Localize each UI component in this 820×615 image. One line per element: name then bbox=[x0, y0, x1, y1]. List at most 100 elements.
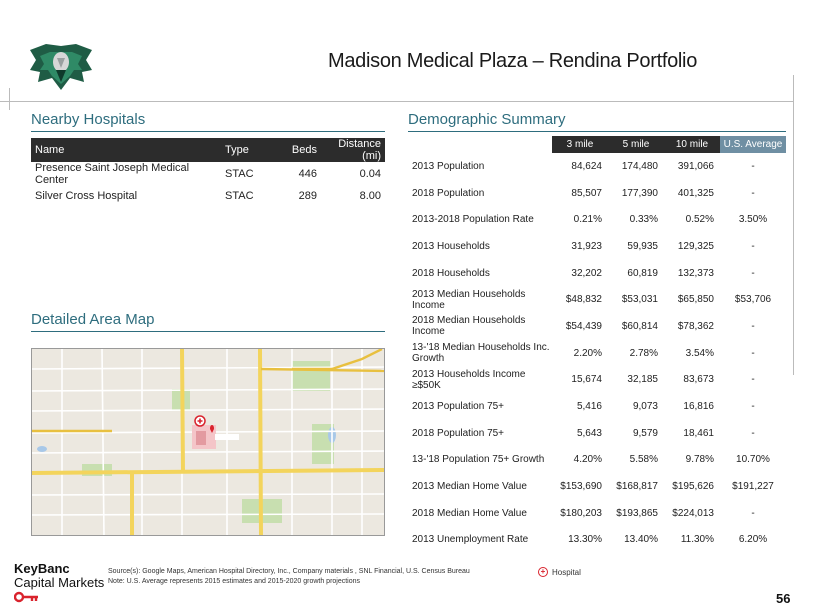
table-cell: 9.78% bbox=[685, 454, 714, 466]
table-row: 2013 Population 84,624 174,480 391,066 - bbox=[408, 153, 786, 180]
row-label: 2018 Median Households Income bbox=[412, 315, 526, 338]
table-cell: 129,325 bbox=[677, 240, 714, 252]
table-cell: $193,865 bbox=[616, 507, 658, 519]
row-label: 2013 Median Households Income bbox=[412, 288, 526, 311]
row-label: 2013 Unemployment Rate bbox=[412, 534, 529, 546]
property-pin-icon[interactable] bbox=[210, 425, 214, 433]
row-label: 13-'18 Population 75+ Growth bbox=[412, 454, 545, 466]
table-cell: 32,202 bbox=[571, 267, 602, 279]
table-cell: $78,362 bbox=[677, 320, 714, 332]
hospital-cross-icon bbox=[197, 418, 203, 424]
table-cell: 16,816 bbox=[683, 401, 714, 413]
table-cell: 3.50% bbox=[738, 214, 768, 226]
table-cell: 0.52% bbox=[685, 214, 714, 226]
column-header bbox=[408, 136, 552, 153]
column-header: Name bbox=[31, 138, 221, 162]
table-row: 2013 Households 31,923 59,935 129,325 - bbox=[408, 233, 786, 260]
table-cell: 5,416 bbox=[576, 401, 602, 413]
table-cell: - bbox=[751, 267, 755, 279]
table-cell: 83,673 bbox=[683, 374, 714, 386]
table-cell: 391,066 bbox=[677, 160, 714, 172]
table-cell: $191,227 bbox=[732, 481, 774, 493]
area-map[interactable] bbox=[31, 348, 385, 536]
column-header: 10 mile bbox=[664, 136, 720, 153]
source-note: Source(s): Google Maps, American Hospita… bbox=[108, 567, 470, 587]
table-cell: $168,817 bbox=[616, 481, 658, 493]
demographic-summary-underline bbox=[408, 131, 786, 132]
table-row: 2013-2018 Population Rate 0.21% 0.33% 0.52%… bbox=[408, 206, 786, 233]
page-title: Madison Medical Plaza – Rendina Portfoli… bbox=[328, 50, 698, 72]
column-header: 5 mile bbox=[608, 136, 664, 153]
row-label: 2018 Population 75+ bbox=[412, 427, 505, 439]
eagle-crest-logo bbox=[30, 44, 92, 90]
key-icon bbox=[14, 591, 38, 603]
map-graphic bbox=[32, 349, 384, 535]
table-cell: 8.00 bbox=[359, 189, 381, 202]
table-row: 13-'18 Population 75+ Growth 4.20% 5.58% 9.… bbox=[408, 447, 786, 474]
table-cell: 2.78% bbox=[629, 347, 658, 359]
brand-name: KeyBanc bbox=[14, 561, 70, 576]
table-row: Silver Cross Hospital STAC 289 8.00 bbox=[31, 186, 385, 205]
nearby-hospitals-heading: Nearby Hospitals bbox=[31, 111, 146, 128]
table-cell: $48,832 bbox=[565, 294, 602, 306]
brand-subtitle: Capital Markets bbox=[14, 575, 105, 590]
table-cell: 177,390 bbox=[621, 187, 658, 199]
source-text: Source(s): Google Maps, American Hospita… bbox=[108, 568, 470, 575]
map-legend: + Hospital bbox=[538, 567, 581, 577]
table-cell: 9,073 bbox=[632, 401, 658, 413]
table-cell: 31,923 bbox=[571, 240, 602, 252]
table-cell: $54,439 bbox=[565, 320, 602, 332]
table-cell: $153,690 bbox=[560, 481, 602, 493]
row-label: 2013 Median Home Value bbox=[412, 481, 527, 493]
row-label: 2013 Households Income ≥$50K bbox=[412, 368, 526, 391]
table-header-row: Name Type Beds Distance (mi) bbox=[31, 138, 385, 162]
table-row: 2013 Population 75+ 5,416 9,073 16,816 - bbox=[408, 393, 786, 420]
area-map-heading: Detailed Area Map bbox=[31, 311, 155, 328]
table-row: Presence Saint Joseph Medical Center STA… bbox=[31, 162, 385, 186]
table-cell: 5.58% bbox=[629, 454, 658, 466]
right-rule bbox=[793, 75, 794, 375]
table-cell: STAC bbox=[225, 189, 254, 202]
table-cell: Silver Cross Hospital bbox=[35, 189, 138, 202]
page-number: 56 bbox=[776, 591, 791, 606]
hospital-legend-icon: + bbox=[538, 567, 548, 577]
table-cell: 6.20% bbox=[738, 534, 768, 546]
table-cell: - bbox=[751, 347, 755, 359]
major-roads bbox=[32, 349, 384, 535]
table-cell: 18,461 bbox=[683, 427, 714, 439]
table-cell: 446 bbox=[298, 168, 317, 180]
table-cell: 85,507 bbox=[571, 187, 602, 199]
table-cell: 0.21% bbox=[573, 214, 602, 226]
table-row: 2013 Unemployment Rate 13.30% 13.40% 11.30%… bbox=[408, 527, 786, 554]
table-row: 2018 Median Home Value $180,203 $193,865 $2… bbox=[408, 500, 786, 527]
table-cell: $224,013 bbox=[672, 507, 714, 519]
column-header: Distance (mi) bbox=[321, 138, 385, 162]
column-header: U.S. Average bbox=[720, 136, 786, 153]
table-cell: - bbox=[751, 401, 755, 413]
row-label: 2018 Median Home Value bbox=[412, 507, 527, 519]
demographic-summary-body: 2013 Population 84,624 174,480 391,066-2018… bbox=[408, 153, 786, 553]
table-cell: STAC bbox=[225, 168, 254, 180]
row-label: 2013 Population 75+ bbox=[412, 401, 505, 413]
hospital-building bbox=[196, 431, 206, 445]
row-label: 2013 Households bbox=[412, 240, 490, 252]
table-cell: 84,624 bbox=[571, 160, 602, 172]
table-cell: - bbox=[751, 427, 755, 439]
table-cell: 10.70% bbox=[736, 454, 770, 466]
table-row: 2013 Median Home Value $153,690 $168,817 $1… bbox=[408, 473, 786, 500]
table-cell: 13.30% bbox=[568, 534, 602, 546]
park-area bbox=[292, 361, 330, 391]
table-cell: - bbox=[751, 187, 755, 199]
table-row: 2018 Households 32,202 60,819 132,373 - bbox=[408, 260, 786, 287]
table-cell: - bbox=[751, 240, 755, 252]
column-header: Beds bbox=[269, 138, 321, 162]
table-cell: 2.20% bbox=[573, 347, 602, 359]
table-cell: 0.33% bbox=[629, 214, 658, 226]
table-cell: 4.20% bbox=[573, 454, 602, 466]
table-cell: - bbox=[751, 160, 755, 172]
table-cell: 13.40% bbox=[624, 534, 658, 546]
table-cell: 289 bbox=[298, 189, 317, 202]
table-cell: $65,850 bbox=[677, 294, 714, 306]
nearby-hospitals-table: Name Type Beds Distance (mi) Presence Sa… bbox=[31, 138, 385, 205]
table-cell: 11.30% bbox=[680, 534, 714, 546]
